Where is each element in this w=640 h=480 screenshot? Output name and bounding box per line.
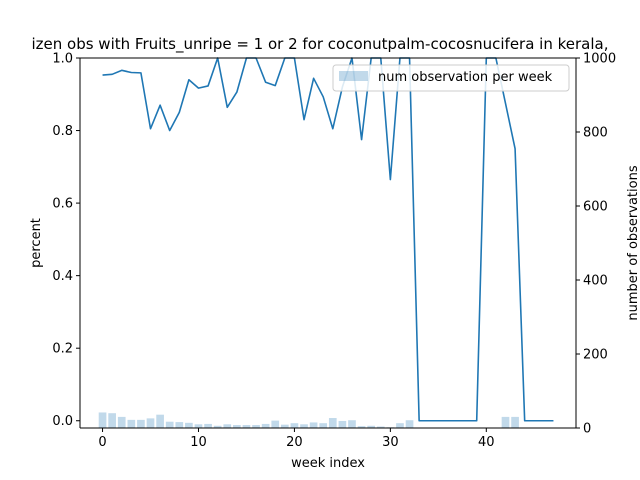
bar-week-23	[319, 423, 328, 428]
bar-week-4	[137, 419, 145, 428]
bar-week-1	[108, 413, 116, 428]
bar-week-6	[156, 414, 164, 428]
chart-title: izen obs with Fruits_unripe = 1 or 2 for…	[31, 35, 608, 54]
x-tick-label-20: 20	[286, 435, 303, 450]
bar-week-22	[309, 422, 318, 428]
legend-label-bars: num observation per week	[378, 70, 553, 85]
bars-layer	[98, 412, 519, 428]
y-tick-label-0.2: 0.2	[52, 342, 73, 357]
yr-tick-label-800: 800	[583, 126, 608, 141]
bar-week-29	[376, 426, 385, 428]
bar-week-20	[290, 423, 299, 428]
y-tick-label-1: 1.0	[52, 52, 73, 67]
x-tick-label-0: 0	[98, 435, 106, 450]
bar-week-43	[511, 416, 519, 428]
bar-week-12	[213, 425, 222, 428]
y-tick-label-0.4: 0.4	[52, 269, 73, 284]
y-tick-label-0: 0.0	[52, 414, 73, 429]
yr-tick-label-1000: 1000	[583, 52, 616, 67]
yr-tick-label-600: 600	[583, 200, 608, 215]
bar-week-13	[223, 424, 232, 428]
y-axis-label-left: percent	[29, 218, 44, 268]
legend: num observation per week	[332, 64, 570, 92]
bar-week-16	[252, 425, 260, 428]
bar-week-0	[98, 412, 107, 428]
bar-week-24	[328, 418, 337, 428]
bar-week-32	[405, 420, 414, 428]
bar-week-25	[338, 420, 347, 428]
bar-week-15	[242, 425, 251, 428]
bar-week-10	[194, 424, 203, 428]
x-axis-label: week index	[291, 456, 365, 471]
bar-week-2	[117, 416, 126, 428]
legend-swatch-bars	[339, 71, 368, 81]
yr-tick-label-0: 0	[583, 422, 591, 437]
bar-week-7	[165, 421, 174, 428]
bar-week-11	[204, 423, 212, 428]
bar-week-3	[127, 419, 136, 428]
y-axis-label-right: number of observations	[626, 165, 640, 320]
bar-week-9	[185, 422, 193, 428]
y-tick-label-0.8: 0.8	[52, 124, 73, 139]
ticks-layer: 0 10 20 30 40 0.0 0.2 0.4 0.6 0.8 1.0 0 200 400 600 800…	[52, 52, 616, 451]
x-tick-label-10: 10	[190, 435, 207, 450]
bar-week-17	[261, 423, 270, 428]
bar-week-28	[367, 425, 376, 428]
bar-week-21	[300, 424, 308, 428]
bar-week-27	[357, 426, 366, 428]
bar-week-8	[175, 422, 184, 428]
axes-frame	[79, 57, 577, 429]
bar-week-14	[233, 425, 241, 428]
series-line-percent	[102, 57, 554, 422]
y-tick-label-0.6: 0.6	[52, 197, 73, 212]
x-tick-label-40: 40	[478, 435, 495, 450]
line-layer	[102, 57, 554, 422]
legend-box	[332, 64, 570, 92]
bar-week-42	[501, 416, 510, 428]
bar-week-18	[271, 420, 280, 428]
bar-week-31	[396, 423, 404, 428]
bar-week-19	[280, 424, 289, 428]
yr-tick-label-200: 200	[583, 348, 608, 363]
x-tick-label-30: 30	[382, 435, 399, 450]
yr-tick-label-400: 400	[583, 274, 608, 289]
bar-week-5	[146, 418, 155, 428]
bar-week-26	[348, 420, 356, 428]
